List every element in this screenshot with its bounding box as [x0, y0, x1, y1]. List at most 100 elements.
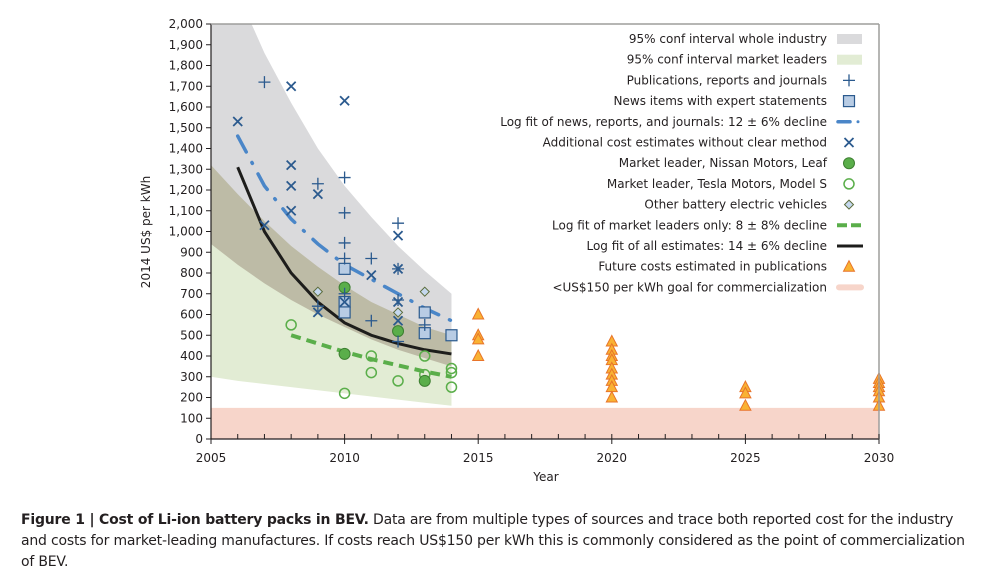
y-tick-label: 1,500: [169, 121, 203, 135]
point-news: [418, 306, 431, 319]
point-publications: [311, 177, 324, 190]
point-additional: [392, 315, 404, 326]
point-additional: [339, 296, 350, 308]
legend-label: News items with expert statements: [614, 94, 827, 108]
x-tick-label: 2020: [597, 451, 628, 465]
point-publications: [418, 318, 431, 331]
point-nissan: [392, 325, 405, 338]
point-tesla: [445, 381, 458, 393]
x-tick-label: 2025: [730, 451, 761, 465]
y-tick-label: 300: [180, 370, 203, 384]
point-publications: [338, 252, 351, 265]
x-tick-label: 2005: [196, 451, 227, 465]
y-tick-label: 1,700: [169, 79, 203, 93]
legend-item-nissan: Market leader, Nissan Motors, Leaf: [619, 156, 855, 170]
point-additional: [232, 116, 243, 127]
legend-label: Future costs estimated in publications: [598, 260, 827, 274]
legend-label: <US$150 per kWh goal for commercializati…: [552, 280, 827, 294]
point-tesla: [419, 350, 431, 362]
point-publications: [392, 335, 405, 348]
point-additional: [339, 95, 350, 106]
point-publications: [338, 236, 351, 249]
legend-item-additional: Additional cost estimates without clear …: [543, 136, 855, 150]
legend-swatch: [837, 54, 862, 65]
y-tick-label: 1,400: [169, 142, 203, 156]
point-additional: [286, 180, 297, 191]
point-additional: [286, 205, 297, 216]
figure-label: Figure 1 | Cost of Li-ion battery packs …: [21, 512, 369, 528]
point-additional: [259, 220, 270, 231]
point-publications: [258, 76, 271, 89]
legend-swatch-dot: [856, 120, 860, 124]
legend-swatch: [842, 94, 856, 108]
y-tick-label: 100: [180, 411, 203, 425]
legend-item-goal: <US$150 per kWh goal for commercializati…: [552, 280, 864, 294]
legend-label: Other battery electric vehicles: [644, 198, 827, 212]
point-future: [605, 390, 619, 403]
legend-label: Market leader, Nissan Motors, Leaf: [619, 156, 828, 170]
y-tick-label: 0: [195, 432, 203, 446]
point-tesla: [338, 387, 351, 400]
point-additional: [392, 230, 404, 241]
axes: 0 100 200 300 400 500 600 700 800 900 1,000 1,100 1,…: [169, 17, 895, 465]
point-news: [338, 306, 351, 319]
legend-label: Log fit of all estimates: 14 ± 6% declin…: [586, 239, 827, 253]
legend-swatch: [843, 137, 855, 148]
x-tick-label: 2015: [463, 451, 494, 465]
legend-label: Publications, reports and journals: [627, 73, 827, 87]
point-tesla: [365, 366, 378, 379]
y-tick-label: 1,600: [169, 100, 203, 114]
point-future: [471, 348, 485, 361]
y-axis-title: 2014 US$ per kWh: [139, 176, 153, 288]
legend-item-fit-all: Log fit of all estimates: 14 ± 6% declin…: [586, 239, 863, 253]
x-tick-label: 2030: [864, 451, 895, 465]
point-news: [445, 329, 458, 342]
legend-item-tesla: Market leader, Tesla Motors, Model S: [607, 177, 855, 191]
y-tick-label: 2,000: [169, 17, 203, 31]
y-tick-label: 1,900: [169, 38, 203, 52]
legend-item-publications: Publications, reports and journals: [627, 73, 855, 87]
y-tick-label: 1,300: [169, 162, 203, 176]
point-news: [338, 262, 351, 275]
legend-swatch: [843, 178, 855, 190]
point-additional: [392, 263, 404, 274]
legend-label: 95% conf interval whole industry: [629, 32, 827, 46]
point-publications: [365, 252, 378, 265]
y-tick-label: 400: [180, 349, 203, 363]
y-tick-label: 200: [180, 391, 203, 405]
point-publications: [311, 300, 324, 313]
legend-swatch: [843, 157, 855, 170]
point-other-bev: [419, 286, 430, 297]
point-nissan: [338, 347, 351, 360]
point-publications: [392, 293, 405, 306]
point-additional: [366, 269, 377, 281]
x-tick-label: 2010: [329, 451, 360, 465]
point-publications: [365, 314, 378, 327]
point-publications: [338, 206, 351, 219]
goal-band: [211, 407, 879, 439]
point-additional: [312, 307, 324, 318]
legend-item-fit-news: Log fit of news, reports, and journals: …: [500, 115, 860, 129]
legend-swatch: [843, 199, 855, 210]
ci-overlap-band: [211, 165, 452, 367]
ci-industry-band: [211, 24, 452, 354]
legend-label: Market leader, Tesla Motors, Model S: [607, 177, 827, 191]
legend-swatch: [843, 74, 855, 87]
legend-item-fit-leaders: Log fit of market leaders only: 8 ± 8% d…: [552, 218, 862, 232]
legend-item-news: News items with expert statements: [614, 94, 856, 108]
legend-label: Log fit of news, reports, and journals: …: [500, 115, 827, 129]
legend-swatch: [842, 259, 856, 272]
point-publications: [392, 217, 405, 230]
point-publications: [338, 287, 351, 300]
point-additional: [286, 81, 297, 92]
point-publications: [338, 171, 351, 184]
y-tick-label: 1,200: [169, 183, 203, 197]
point-additional: [392, 296, 404, 308]
point-other-bev: [392, 307, 404, 318]
point-tesla: [285, 319, 297, 331]
point-other-bev: [312, 286, 324, 297]
y-tick-label: 1,800: [169, 59, 203, 73]
y-tick-label: 800: [180, 266, 203, 280]
legend-label: 95% conf interval market leaders: [627, 53, 827, 67]
point-tesla: [365, 350, 378, 362]
